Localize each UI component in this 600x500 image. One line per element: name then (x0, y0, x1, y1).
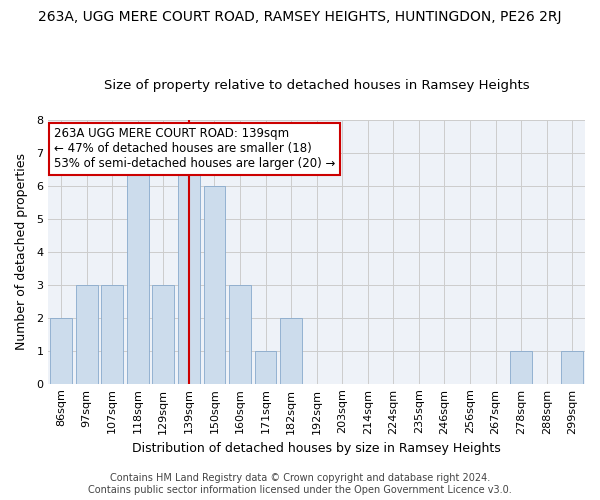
Y-axis label: Number of detached properties: Number of detached properties (15, 153, 28, 350)
X-axis label: Distribution of detached houses by size in Ramsey Heights: Distribution of detached houses by size … (132, 442, 501, 455)
Bar (280, 318, 302, 384)
Bar (76, 284, 98, 384)
Bar (152, 284, 174, 384)
Title: Size of property relative to detached houses in Ramsey Heights: Size of property relative to detached ho… (104, 79, 529, 92)
Bar (178, 152, 200, 384)
Text: 263A, UGG MERE COURT ROAD, RAMSEY HEIGHTS, HUNTINGDON, PE26 2RJ: 263A, UGG MERE COURT ROAD, RAMSEY HEIGHT… (38, 10, 562, 24)
Text: 263A UGG MERE COURT ROAD: 139sqm
← 47% of detached houses are smaller (18)
53% o: 263A UGG MERE COURT ROAD: 139sqm ← 47% o… (53, 128, 335, 170)
Bar (510, 350, 532, 384)
Bar (101, 284, 123, 384)
Bar (229, 284, 251, 384)
Bar (50, 318, 72, 384)
Bar (203, 186, 225, 384)
Bar (254, 350, 277, 384)
Text: Contains HM Land Registry data © Crown copyright and database right 2024.
Contai: Contains HM Land Registry data © Crown c… (88, 474, 512, 495)
Bar (127, 152, 149, 384)
Bar (562, 350, 583, 384)
